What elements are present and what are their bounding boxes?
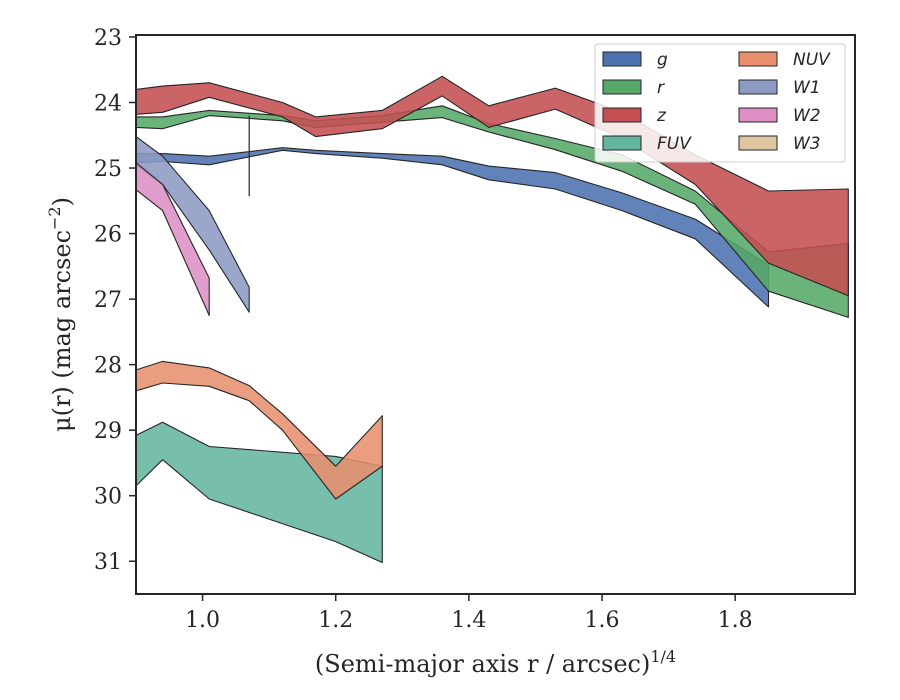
- x-axis-label-text: (Semi-major axis r / arcsec): [315, 650, 650, 678]
- y-tick-label: 26: [94, 223, 122, 248]
- plot-frame: [135, 34, 856, 595]
- band-g: [136, 147, 770, 308]
- legend-swatch: [602, 135, 642, 151]
- legend-entry-nuv: NUV: [738, 50, 831, 70]
- legend-label: W1: [793, 78, 821, 98]
- y-tick-label: 31: [94, 550, 122, 575]
- x-tick-label: 1.0: [185, 608, 220, 633]
- legend-swatch: [738, 79, 778, 95]
- legend-swatch: [602, 79, 642, 95]
- y-tick-label: 23: [94, 26, 122, 51]
- y-axis-label-text: μ(r) (mag arcsec: [48, 230, 76, 432]
- legend-label: r: [657, 78, 665, 98]
- y-tick-label: 29: [94, 419, 122, 444]
- legend-entry-g: g: [602, 50, 668, 70]
- band-w2: [136, 162, 210, 317]
- legend-swatch: [738, 135, 778, 151]
- y-axis-label: μ(r) (mag arcsec−2): [45, 197, 76, 432]
- y-tick-label: 27: [94, 288, 122, 313]
- legend-label: z: [656, 106, 667, 126]
- y-tick-label: 28: [94, 354, 122, 379]
- legend-entry-w1: W1: [738, 78, 821, 98]
- legend-label: g: [657, 50, 668, 70]
- legend: grz FUV NUV W1 W2 W3: [594, 43, 846, 163]
- legend-entry-z: z: [602, 106, 667, 126]
- x-axis-label: (Semi-major axis r / arcsec)1/4: [315, 647, 676, 678]
- band-z: [136, 75, 849, 297]
- legend-entry-w3: W3: [738, 134, 821, 154]
- x-axis-label-exponent: 1/4: [650, 647, 676, 666]
- axis-ticks: 1.0 1.2 1.4 1.6 1.8 23 24 25 26 27 28 29 30 31: [94, 26, 753, 633]
- y-tick-label: 25: [94, 157, 122, 182]
- y-tick-label: 24: [94, 91, 122, 116]
- legend-entry-r: r: [602, 78, 665, 98]
- legend-swatch: [602, 107, 642, 123]
- y-axis-label-exponent: −2: [45, 206, 64, 230]
- legend-entry-fuv: FUV: [602, 134, 692, 154]
- x-tick-label: 1.8: [718, 608, 753, 633]
- x-tick-label: 1.2: [318, 608, 353, 633]
- legend-label: W2: [793, 106, 821, 126]
- y-axis-label-close: ): [48, 197, 76, 206]
- legend-entry-w2: W2: [738, 106, 821, 126]
- legend-label: NUV: [793, 50, 831, 70]
- legend-swatch: [602, 51, 642, 67]
- profile-bands: [136, 75, 849, 564]
- band-nuv: [136, 360, 383, 500]
- legend-box: [594, 43, 846, 163]
- y-tick-label: 30: [94, 485, 122, 510]
- legend-swatch: [738, 107, 778, 123]
- x-tick-label: 1.4: [451, 608, 486, 633]
- legend-label: FUV: [657, 134, 692, 154]
- legend-swatch: [738, 51, 778, 67]
- x-tick-label: 1.6: [585, 608, 620, 633]
- legend-label: W3: [793, 134, 821, 154]
